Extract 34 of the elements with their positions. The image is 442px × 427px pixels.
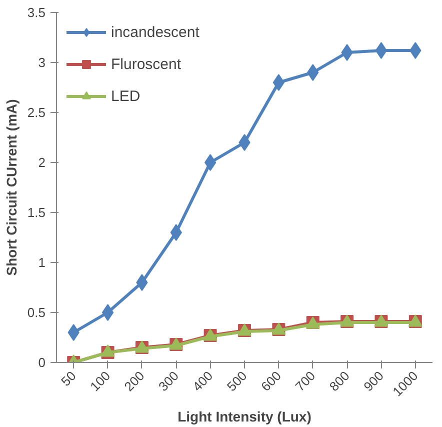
y-tick-label: 1 — [38, 255, 46, 270]
legend-label: incandescent — [111, 24, 200, 40]
x-tick-label: 50 — [58, 368, 79, 390]
point — [238, 134, 250, 151]
point — [272, 74, 285, 91]
point — [102, 304, 114, 321]
x-axis-title: Light Intensity (Lux) — [178, 408, 312, 424]
point — [136, 274, 148, 291]
y-tick-label: 3 — [38, 55, 46, 70]
x-tick-label: 700 — [292, 368, 318, 394]
x-tick-label: 800 — [326, 368, 352, 394]
y-tick-label: 0 — [38, 355, 46, 370]
y-axis-title: Short Circuit CUrrent (mA) — [3, 99, 20, 276]
legend-label: LED — [111, 88, 140, 104]
y-tick-label: 0.5 — [27, 305, 46, 320]
x-tick-label: 100 — [87, 368, 114, 394]
point — [375, 42, 388, 59]
y-tick-label: 3.5 — [27, 5, 46, 20]
x-tick-label: 400 — [190, 368, 216, 394]
y-tick-label: 2.5 — [27, 105, 46, 120]
legend-label: Fluroscent — [111, 56, 182, 72]
y-tick-label: 1.5 — [27, 205, 46, 220]
x-tick-label: 300 — [155, 368, 182, 394]
point — [307, 64, 319, 81]
x-tick-label: 200 — [121, 368, 148, 394]
point — [410, 42, 422, 59]
y-tick-label: 2 — [38, 155, 46, 170]
x-tick-label: 500 — [224, 368, 250, 394]
x-tick-label: 900 — [360, 368, 387, 394]
point — [68, 324, 80, 341]
point — [341, 44, 353, 61]
point — [170, 224, 182, 241]
x-tick-label: 600 — [258, 368, 284, 394]
point — [204, 154, 216, 171]
